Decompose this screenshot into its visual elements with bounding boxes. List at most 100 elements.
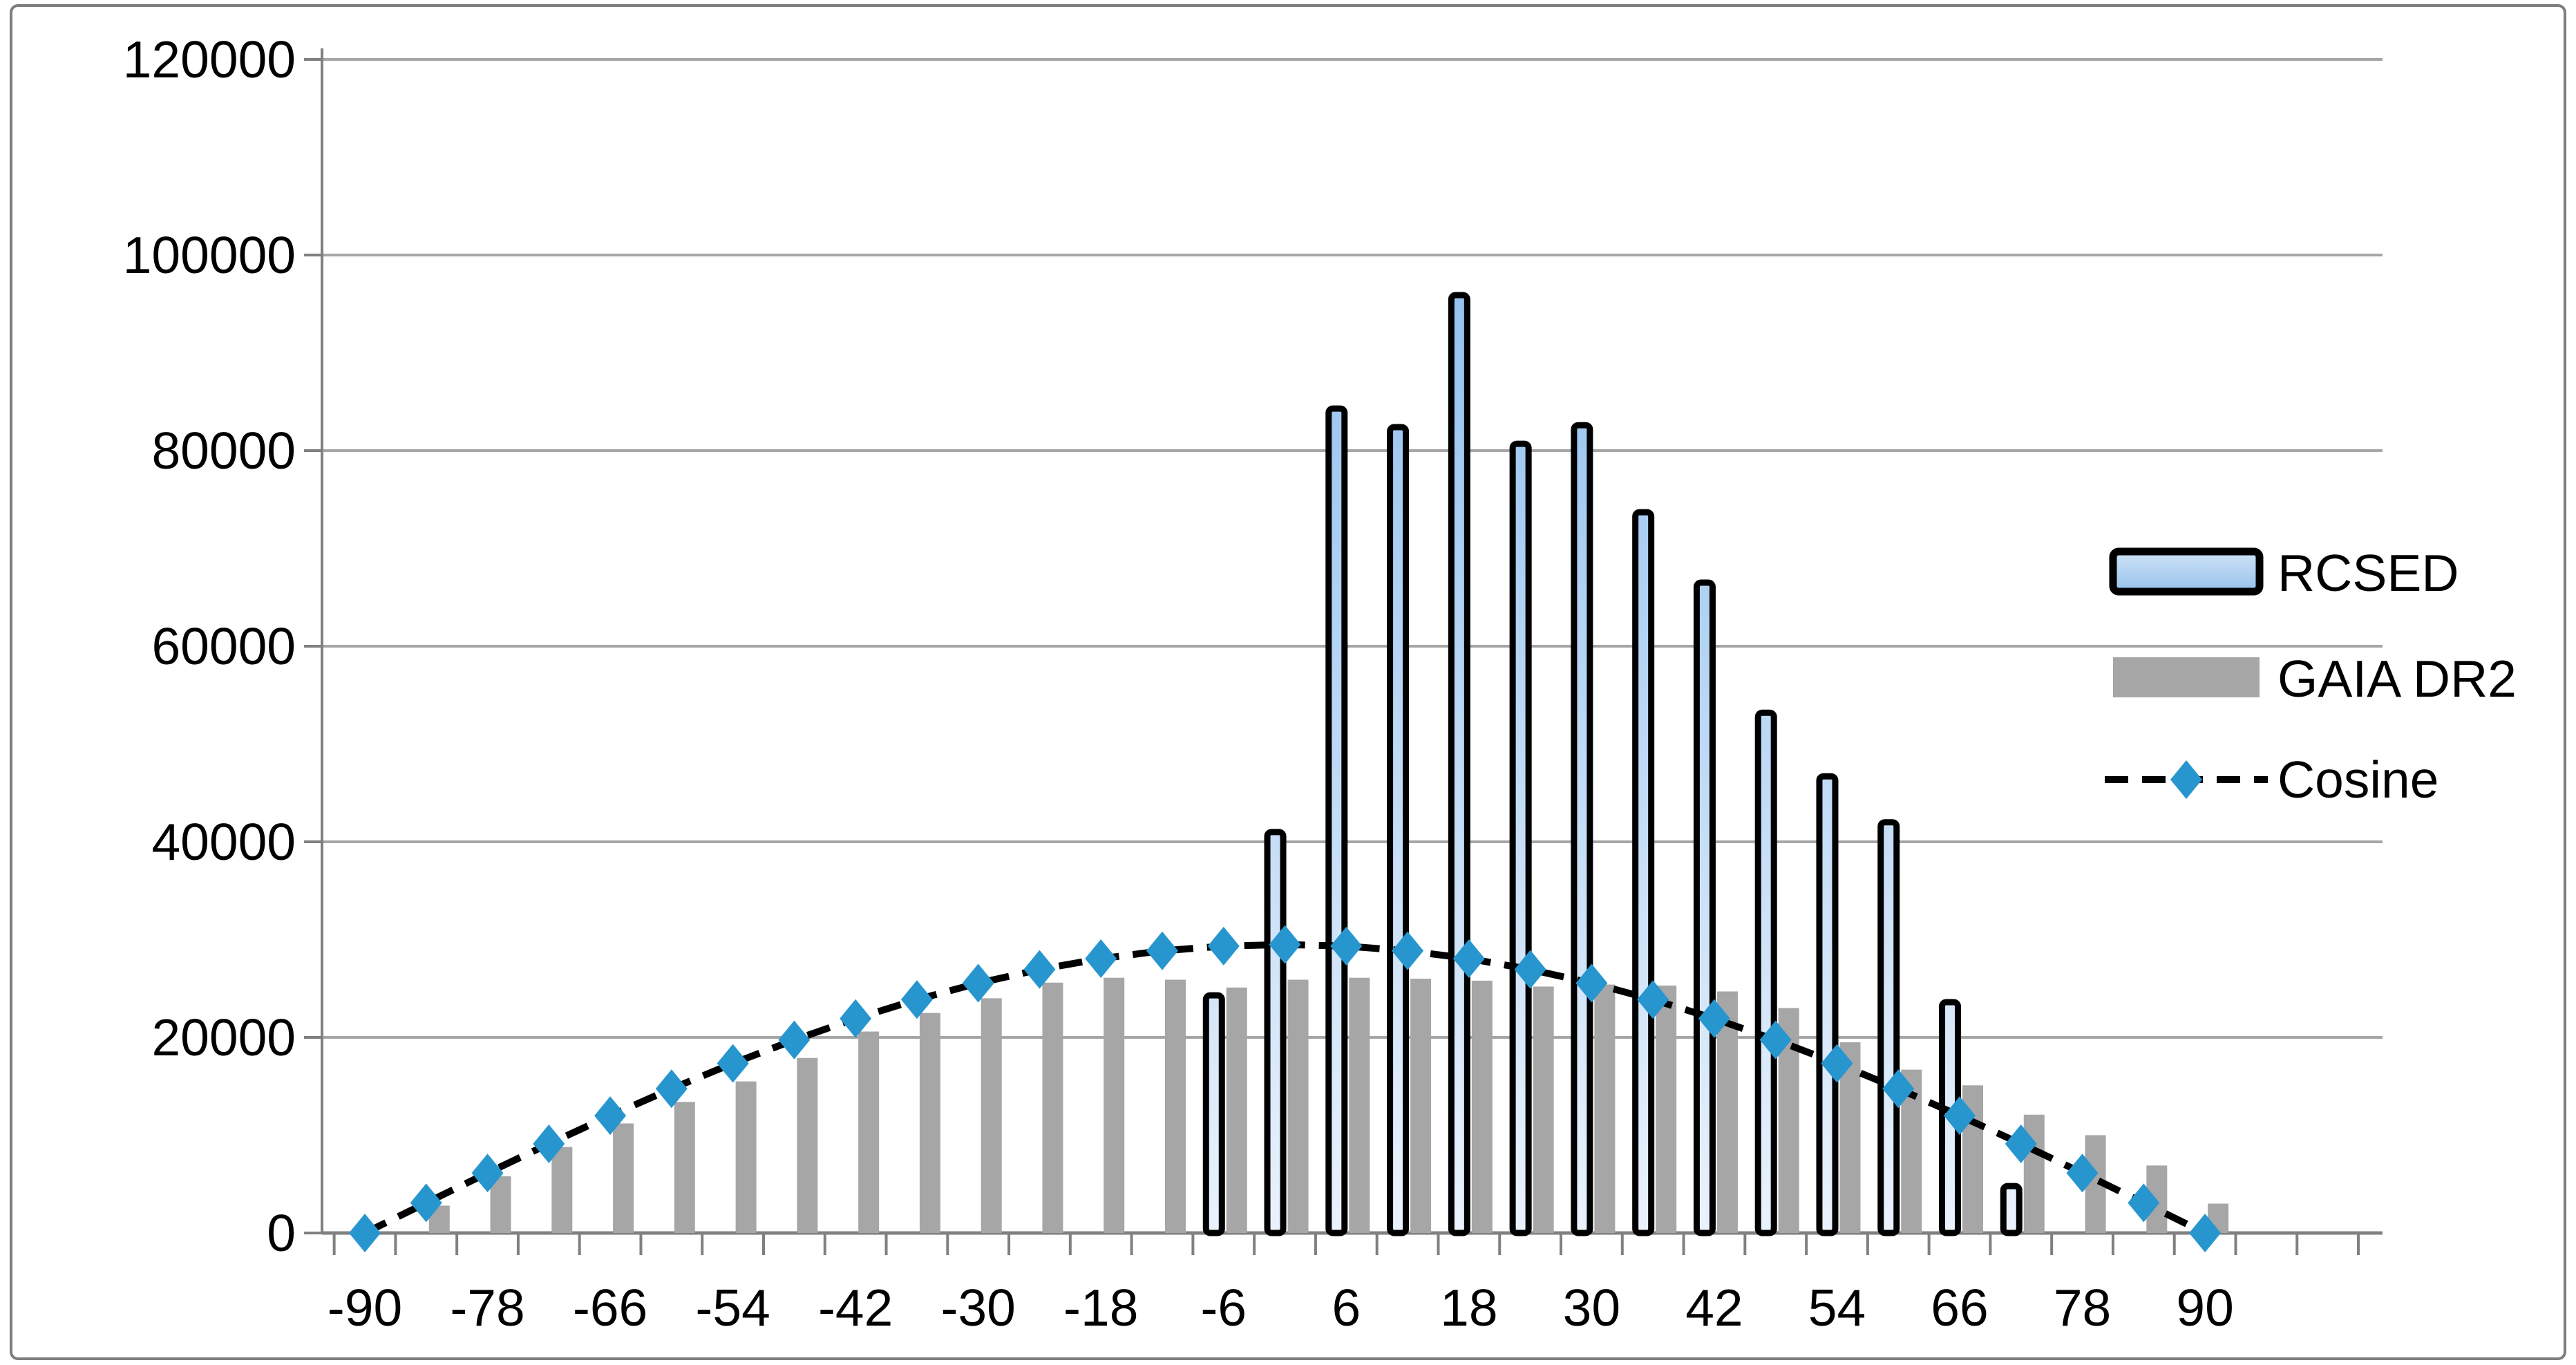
cosine-marker--18 — [1085, 939, 1117, 978]
cosine-marker-12 — [1392, 931, 1424, 970]
bar-gaia--48 — [797, 1057, 818, 1233]
bar-gaia--60 — [674, 1102, 695, 1233]
cosine-marker--84 — [410, 1183, 442, 1223]
bar-rcsed-36 — [1632, 509, 1655, 1236]
x-axis-label: -42 — [818, 1279, 893, 1337]
cosine-marker--36 — [900, 980, 933, 1019]
x-axis-label: -78 — [450, 1279, 524, 1337]
x-axis-label: -54 — [695, 1279, 770, 1337]
bar-gaia-12 — [1410, 979, 1432, 1233]
y-axis-label: 80000 — [151, 422, 296, 480]
bar-gaia-18 — [1471, 980, 1493, 1233]
bar-gaia-42 — [1716, 991, 1738, 1233]
y-axis-label: 20000 — [151, 1008, 296, 1066]
y-axis-label: 100000 — [123, 226, 296, 284]
legend-label-rcsed: RCSED — [2277, 544, 2459, 602]
legend-marker-cosine-icon — [2170, 760, 2202, 799]
x-axis-label: -18 — [1063, 1279, 1138, 1337]
cosine-marker--72 — [533, 1124, 565, 1163]
bar-rcsed-42 — [1693, 579, 1716, 1236]
legend-label-cosine: Cosine — [2277, 751, 2438, 809]
bar-rcsed-60 — [1877, 819, 1900, 1236]
cosine-marker--48 — [778, 1020, 811, 1060]
bar-rcsed--6 — [1202, 992, 1225, 1236]
cosine-marker--78 — [471, 1154, 504, 1193]
legend-swatch-rcsed — [2109, 547, 2264, 596]
cosine-marker--90 — [349, 1214, 381, 1252]
bar-rcsed-6 — [1325, 405, 1348, 1236]
cosine-marker-84 — [2128, 1183, 2160, 1223]
x-axis-label: -6 — [1200, 1279, 1247, 1337]
cosine-marker--54 — [717, 1044, 749, 1083]
bar-gaia--66 — [613, 1123, 634, 1233]
bar-rcsed-12 — [1387, 424, 1410, 1236]
bar-rcsed-54 — [1816, 773, 1839, 1236]
legend-label-gaia: GAIA DR2 — [2277, 650, 2517, 708]
x-axis-label: 6 — [1332, 1279, 1361, 1337]
y-axis-label: 60000 — [151, 617, 296, 675]
bar-rcsed-72 — [2000, 1183, 2023, 1236]
bar-gaia--6 — [1226, 987, 1247, 1233]
cosine-marker-36 — [1637, 980, 1669, 1019]
bar-gaia-30 — [1594, 984, 1616, 1233]
bar-gaia--24 — [1042, 982, 1063, 1233]
bar-gaia-24 — [1533, 986, 1554, 1233]
bar-gaia-0 — [1287, 979, 1309, 1233]
bar-gaia--54 — [735, 1081, 757, 1233]
cosine-marker--12 — [1146, 931, 1179, 970]
x-axis-label: 90 — [2176, 1279, 2233, 1337]
cosine-marker-6 — [1330, 926, 1363, 966]
chart-border — [10, 4, 2566, 1360]
bar-rcsed-48 — [1754, 709, 1777, 1236]
cosine-marker-30 — [1575, 963, 1608, 1003]
cosine-marker-0 — [1269, 925, 1301, 964]
rcsed-bars — [1202, 292, 2023, 1236]
x-axis-label: 18 — [1440, 1279, 1497, 1337]
cosine-marker-54 — [1821, 1044, 1853, 1083]
y-axis-label: 0 — [267, 1204, 296, 1262]
bar-gaia-6 — [1349, 977, 1370, 1233]
x-axis-label: -30 — [940, 1279, 1015, 1337]
cosine-marker-78 — [2066, 1154, 2099, 1193]
bar-gaia--18 — [1104, 977, 1125, 1233]
legend-swatch-gaia — [2113, 657, 2260, 697]
cosine-marker-48 — [1759, 1020, 1792, 1060]
cosine-marker--42 — [840, 999, 872, 1038]
cosine-marker--66 — [594, 1096, 627, 1136]
cosine-marker--60 — [655, 1069, 688, 1109]
bar-rcsed-18 — [1448, 292, 1470, 1236]
bar-rcsed-30 — [1571, 422, 1593, 1236]
bar-gaia--30 — [981, 998, 1002, 1233]
bar-rcsed-24 — [1509, 440, 1532, 1236]
bar-gaia--12 — [1165, 979, 1186, 1233]
x-axis-label: 78 — [2054, 1279, 2111, 1337]
y-axis-label: 120000 — [123, 30, 296, 88]
cosine-marker-90 — [2189, 1214, 2222, 1252]
bar-gaia--42 — [858, 1031, 880, 1233]
cosine-marker-24 — [1514, 950, 1546, 989]
bar-gaia--72 — [551, 1147, 573, 1233]
cosine-series — [349, 925, 2222, 1252]
cosine-marker--6 — [1207, 926, 1240, 966]
cosine-marker--30 — [962, 963, 994, 1003]
bar-rcsed-0 — [1264, 829, 1287, 1236]
cosine-marker-66 — [1944, 1096, 1976, 1136]
gridlines — [322, 58, 2383, 1039]
x-axis-label: -90 — [328, 1279, 402, 1337]
x-axis-label: 66 — [1931, 1279, 1988, 1337]
x-axis-label: 54 — [1808, 1279, 1866, 1337]
bar-gaia--36 — [919, 1013, 940, 1233]
legend: RCSED GAIA DR2 Cosine — [2105, 544, 2517, 809]
x-axis-label: -66 — [573, 1279, 647, 1337]
y-axis-label: 40000 — [151, 813, 296, 871]
cosine-marker-42 — [1698, 999, 1730, 1038]
bar-gaia--78 — [490, 1176, 511, 1233]
bar-gaia-36 — [1656, 986, 1677, 1233]
cosine-marker-72 — [2005, 1124, 2037, 1163]
x-axis-label: 30 — [1563, 1279, 1620, 1337]
cosine-marker--24 — [1023, 950, 1056, 989]
x-axis-label: 42 — [1685, 1279, 1743, 1337]
